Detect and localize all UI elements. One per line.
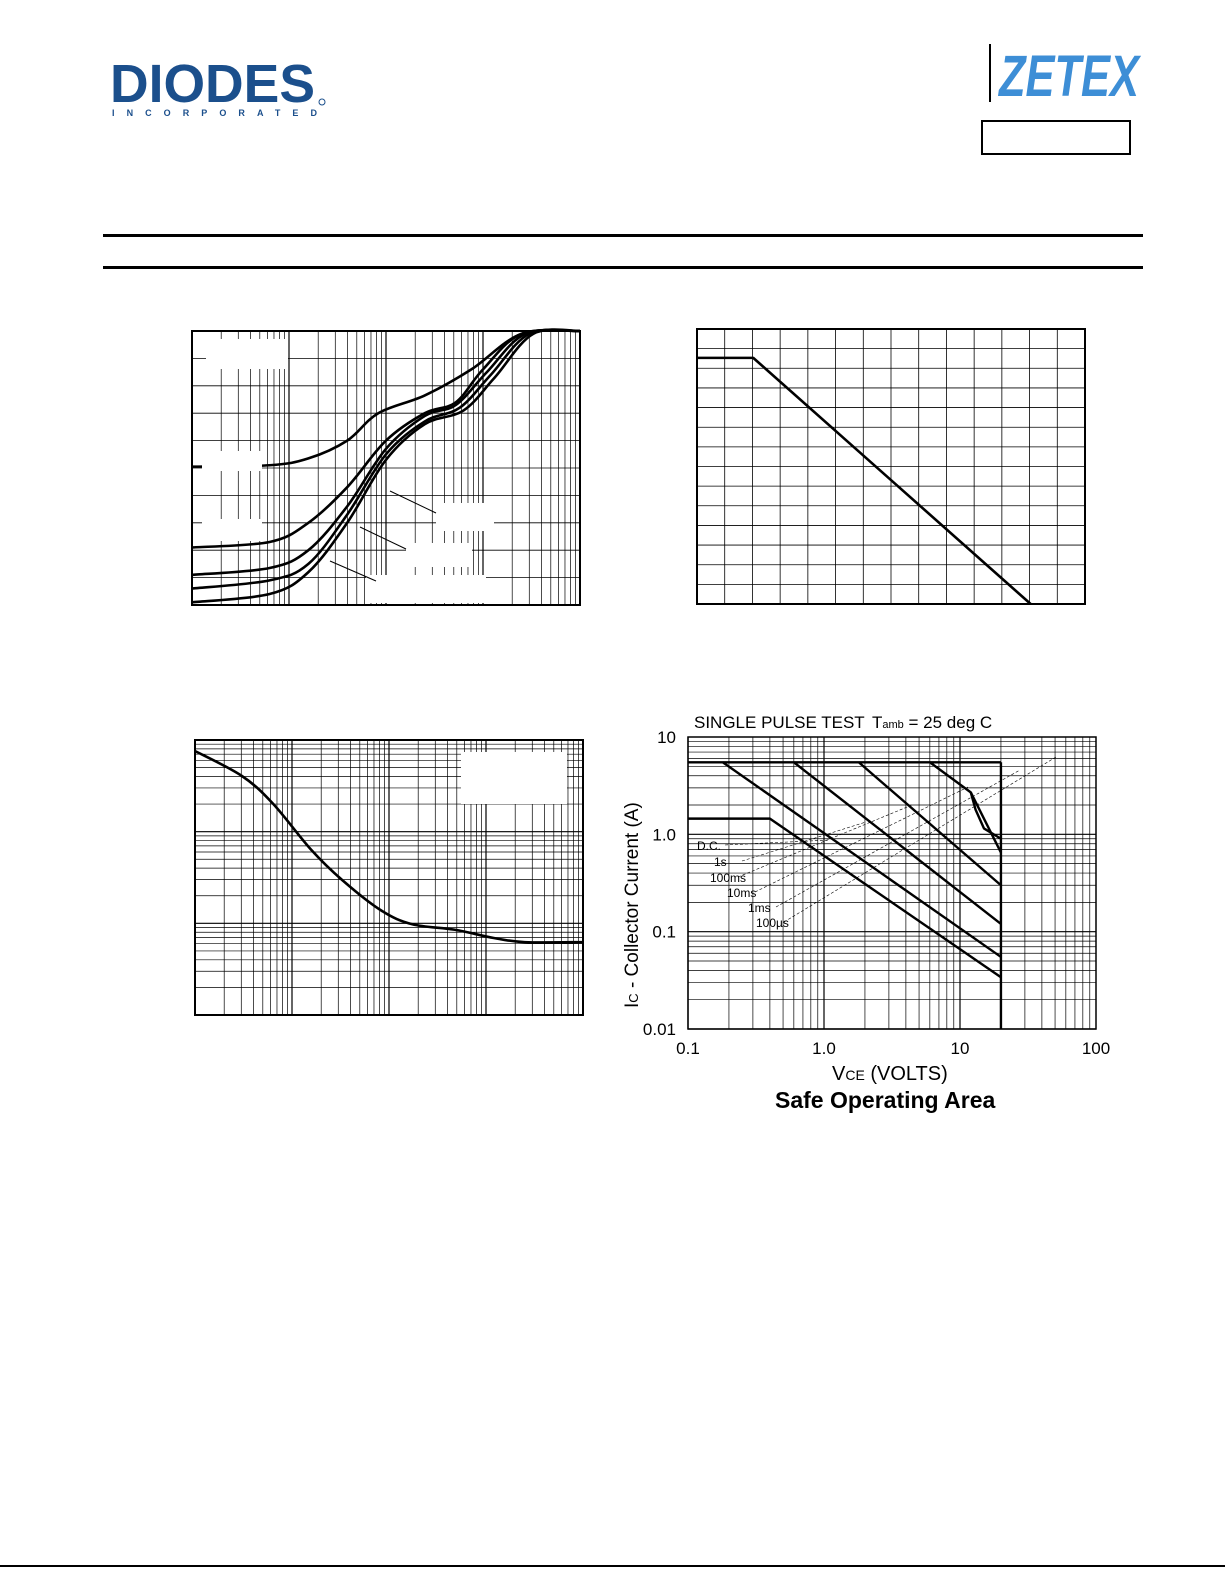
chart-3-frame: [194, 739, 584, 1016]
chart-1-series-3: [191, 328, 581, 577]
soa-annotation-sub: amb: [882, 719, 903, 731]
chart-1-label-area: [206, 339, 288, 369]
soa-frame: [687, 736, 1097, 1030]
chart-1-frame: [191, 330, 581, 606]
soa-series-4: [857, 761, 1002, 887]
chart-1-label-area: [202, 451, 262, 471]
chart-3-series-1: [194, 749, 584, 944]
chart-soa: SINGLE PULSE TEST Tamb = 25 deg C 0.1 1.0…: [622, 713, 1110, 1113]
soa-y-tick-label: 1.0: [652, 825, 676, 844]
chart-1-series-5: [191, 328, 581, 604]
chart-2: [696, 328, 1086, 605]
soa-xlabel-suffix: (VOLTS): [865, 1063, 948, 1085]
chart-2-frame: [696, 328, 1086, 605]
soa-label-leader-1: [724, 839, 831, 846]
soa-annotation-suffix: = 25 deg C: [904, 713, 992, 732]
page-footer-rule: [0, 1565, 1225, 1567]
chart-2-series-1: [697, 356, 1032, 605]
soa-series-1: [688, 817, 1002, 979]
chart-1-leader-line: [359, 526, 407, 550]
chart-2-series: [696, 328, 1086, 605]
soa-xlabel: VCE (VOLTS): [832, 1063, 948, 1085]
soa-series: [688, 761, 1003, 1029]
soa-xlabel-sub: CE: [845, 1067, 864, 1083]
soa-annotation: Tamb = 25 deg C: [872, 713, 992, 732]
chart-1-series-2: [191, 328, 581, 549]
chart-1-series: [191, 328, 581, 606]
chart-3: [194, 739, 584, 1016]
chart-1-overlays: [202, 339, 494, 603]
soa-label-leader-4: [754, 786, 969, 893]
soa-y-tick-label: 10: [657, 728, 676, 747]
soa-x-tick-label: 0.1: [676, 1039, 700, 1058]
soa-ylabel: IC - Collector Current (A): [622, 802, 643, 1008]
chart-1-label-area: [436, 503, 494, 531]
soa-label-6: 100µs: [756, 916, 789, 930]
chart-1: [191, 328, 581, 606]
soa-label-2: 1s: [714, 855, 727, 869]
zetex-logo-text: ZETEX: [998, 44, 1142, 104]
soa-ylabel-main: I: [622, 1003, 643, 1008]
diodes-logo-text: DIODES: [110, 56, 315, 114]
zetex-logo: ZETEX: [989, 44, 1142, 104]
part-number-box: [981, 120, 1131, 155]
header-rule-top: [103, 234, 1143, 237]
soa-series-2: [722, 761, 1002, 958]
zetex-logo-bar: [989, 44, 991, 102]
chart-1-leader-line: [329, 560, 377, 582]
diodes-logo: DIODES INCORPORATED: [110, 56, 326, 118]
chart-1-label-area: [366, 575, 486, 603]
soa-ylabel-sub: C: [626, 993, 641, 1002]
soa-label-leader-5: [775, 769, 1021, 908]
chart-3-label-area: [461, 752, 567, 804]
chart-1-label-area: [202, 519, 262, 541]
soa-label-1: D.C.: [697, 839, 721, 853]
chart-3-series: [194, 739, 584, 1016]
soa-label-leader-3: [737, 804, 913, 878]
soa-label-5: 1ms: [748, 901, 771, 915]
soa-label-4: 10ms: [727, 886, 756, 900]
soa-caption: Safe Operating Area: [775, 1087, 995, 1113]
soa-y-tick-label: 0.01: [643, 1020, 676, 1039]
header-rule-bottom: [103, 266, 1143, 269]
soa-label-3: 100ms: [710, 871, 746, 885]
soa-series-6: [969, 792, 1002, 840]
soa-label-leader-6: [783, 756, 1057, 923]
soa-title: SINGLE PULSE TEST: [694, 713, 865, 732]
soa-x-tick-label: 100: [1082, 1039, 1110, 1058]
chart-1-label-area: [406, 543, 472, 567]
chart-1-series-1: [191, 328, 581, 468]
soa-x-tick-label: 10: [951, 1039, 970, 1058]
soa-ylabel-suffix: - Collector Current (A): [622, 802, 643, 993]
chart-2-grid: [696, 328, 1086, 605]
registered-mark: [318, 98, 326, 106]
soa-xlabel-main: V: [832, 1063, 846, 1085]
soa-label-leaders: [724, 756, 1057, 923]
chart-1-series-4: [191, 328, 581, 590]
soa-series-3: [793, 761, 1002, 925]
chart-1-leader-line: [389, 490, 437, 514]
soa-y-tick-label: 0.1: [652, 923, 676, 942]
soa-annotation-prefix: T: [872, 713, 882, 732]
soa-label-leader-2: [741, 821, 867, 862]
soa-x-tick-label: 1.0: [812, 1039, 836, 1058]
chart-3-overlays: [461, 752, 567, 804]
